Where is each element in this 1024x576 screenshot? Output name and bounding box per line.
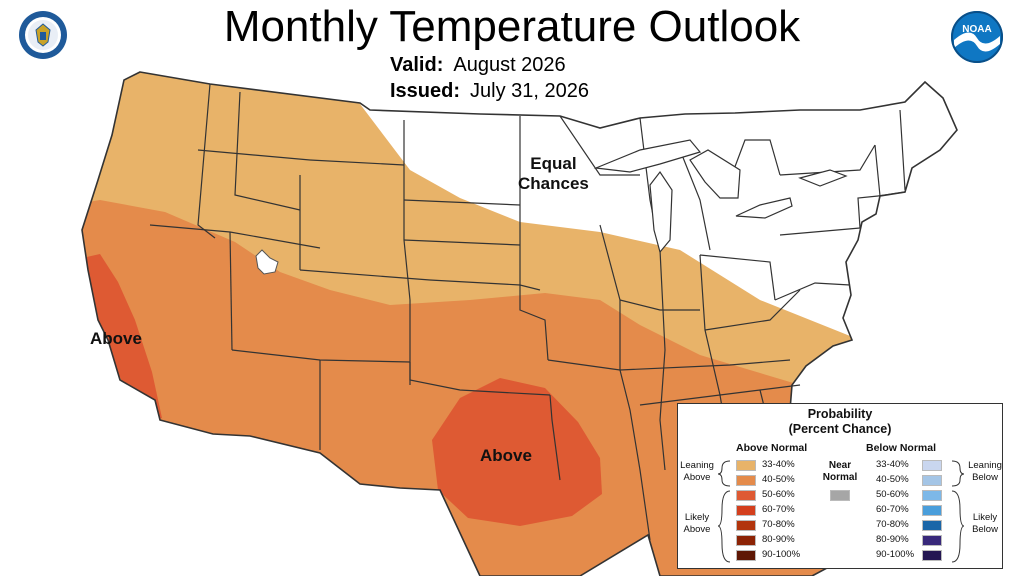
leaning-above-line1: Leaning [680,460,714,471]
above-normal-range-label: 40-50% [762,474,795,485]
issued-value: July 31, 2026 [470,80,590,102]
valid-value: August 2026 [453,54,566,76]
equal-chances-label: Equal Chances [518,154,589,194]
noaa-logo-icon: NOAA [951,11,1003,63]
below-normal-swatch [922,535,942,546]
below-normal-range-label: 60-70% [876,504,909,515]
above-normal-swatch [736,535,756,546]
above-normal-range-label: 80-90% [762,534,795,545]
likely-above-line2: Above [683,524,711,535]
below-normal-range-label: 33-40% [876,459,909,470]
leaning-below-line1: Leaning [968,460,1002,471]
legend-title: Probability [807,407,873,421]
legend-subtitle: (Percent Chance) [788,422,892,436]
above-normal-range-label: 70-80% [762,519,795,530]
valid-label: Valid: [390,54,444,76]
equal-chances-line1: Equal [530,154,577,173]
near-normal-swatch [830,490,850,501]
below-normal-swatch [922,505,942,516]
equal-chances-line2: Chances [518,174,589,193]
below-normal-swatch [922,460,942,471]
probability-legend: Probability (Percent Chance) Above Norma… [677,403,1003,569]
below-normal-range-label: 90-100% [876,549,915,560]
below-normal-header: Below Normal [866,442,937,454]
leaning-above-label: Leaning Above [678,460,716,484]
leaning-below-line2: Below [972,472,998,483]
above-normal-swatch [736,505,756,516]
below-normal-range-label: 40-50% [876,474,909,485]
region-above-50-60-texas [432,378,602,526]
above-normal-header: Above Normal [736,442,808,454]
issued-line: Issued: July 31, 2026 [390,80,589,103]
above-normal-swatch [736,550,756,561]
below-normal-range-label: 70-80% [876,519,909,530]
above-label-california: Above [90,329,142,348]
near-normal-line2: Normal [822,472,858,483]
above-normal-range-label: 90-100% [762,549,801,560]
likely-below-label: Likely Below [966,512,1004,536]
commerce-seal-icon [19,11,67,59]
page-title: Monthly Temperature Outlook [223,2,801,51]
issued-label: Issued: [390,80,461,102]
likely-above-label: Likely Above [678,512,716,536]
likely-above-line1: Likely [684,512,710,523]
likely-below-line1: Likely [972,512,998,523]
below-normal-swatch [922,550,942,561]
state-borders [149,83,906,541]
below-normal-range-label: 50-60% [876,489,909,500]
above-normal-range-label: 50-60% [762,489,795,500]
likely-below-line2: Below [972,524,998,535]
leaning-above-line2: Above [683,472,711,483]
below-normal-swatch [922,475,942,486]
svg-text:NOAA: NOAA [962,24,991,35]
below-normal-swatch [922,490,942,501]
near-normal-label: Near Normal [818,460,862,484]
above-normal-swatch [736,475,756,486]
region-equal-chances-utah [255,249,279,275]
above-normal-swatch [736,460,756,471]
above-label-texas: Above [480,446,532,465]
above-normal-range-label: 33-40% [762,459,795,470]
below-normal-swatch [922,520,942,531]
valid-line: Valid: August 2026 [390,54,566,77]
below-normal-range-label: 80-90% [876,534,909,545]
above-normal-swatch [736,490,756,501]
above-normal-swatch [736,520,756,531]
above-normal-range-label: 60-70% [762,504,795,515]
region-above-50-60-california [82,254,162,422]
legend-brackets [717,460,965,563]
leaning-below-label: Leaning Below [966,460,1004,484]
near-normal-line1: Near [828,460,852,471]
great-lakes [593,139,848,254]
